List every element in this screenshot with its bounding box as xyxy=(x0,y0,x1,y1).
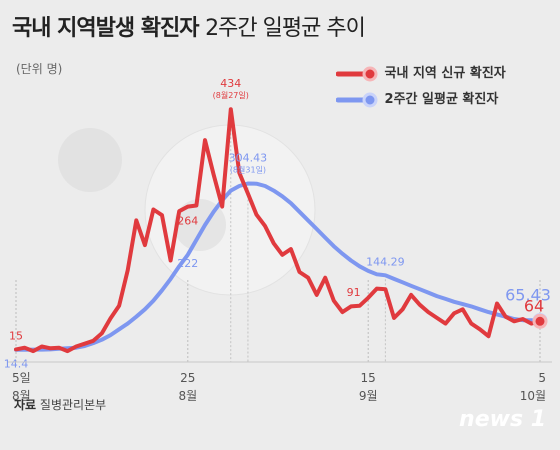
annotation-label-8: 65.43 xyxy=(505,285,551,304)
annotation-label-2: 434 xyxy=(220,77,241,90)
title-bold: 국내 지역발생 확진자 xyxy=(12,16,199,41)
annotation-label-9: 64 xyxy=(524,296,544,315)
x-tick-day-2: 15 xyxy=(361,371,376,385)
annotation-sublabel-2: (8월27일) xyxy=(213,90,249,100)
title-light: 2주간 일평균 추이 xyxy=(205,16,366,41)
annotation-label-3: 264 xyxy=(177,215,198,228)
unit-label: (단위 명) xyxy=(16,62,63,76)
x-tick-day-0: 5일 xyxy=(12,371,31,385)
annotation-label-1: 14.4 xyxy=(4,358,29,371)
annotation-label-5: 304.43 xyxy=(229,151,268,164)
virus-body-left xyxy=(58,128,122,192)
x-tick-month-2: 9월 xyxy=(359,389,378,403)
annotation-label-6: 144.29 xyxy=(366,255,405,268)
series-line-daily-cases xyxy=(14,107,542,354)
annotations: 15 14.4 434(8월27일) 264 222 304.43(8월31일) 144.2… xyxy=(4,77,551,371)
source-label: 자료 xyxy=(14,398,37,412)
legend-item-blue: 2주간 일평균 확진자 xyxy=(335,88,499,108)
annotation-label-7: 91 xyxy=(347,286,361,299)
news1-logo: news 1 xyxy=(459,407,546,432)
legend-label-blue: 2주간 일평균 확진자 xyxy=(384,92,499,107)
x-tick-month-1: 8월 xyxy=(178,389,197,403)
annotation-label-4: 222 xyxy=(177,257,198,270)
chart-title: 국내 지역발생 확진자 2주간 일평균 추이 xyxy=(12,10,366,42)
source-value: 질병관리본부 xyxy=(39,398,107,412)
x-tick-month-3: 10월 xyxy=(520,389,546,403)
x-tick-month-0: 8월 xyxy=(12,389,31,403)
x-tick-day-1: 25 xyxy=(180,371,195,385)
series-lines xyxy=(14,107,548,354)
source-credit: 자료 질병관리본부 xyxy=(14,396,106,413)
legend-item-red: 국내 지역 신규 확진자 xyxy=(335,62,506,82)
x-tick-day-3: 5 xyxy=(538,371,546,385)
legend-blue-marker xyxy=(335,92,378,107)
legend-label-red: 국내 지역 신규 확진자 xyxy=(384,66,506,81)
x-axis-ticks: 5일 8월 25 8월 15 9월 5 10월 xyxy=(12,371,546,403)
series-end-point-0 xyxy=(532,313,548,329)
series-line-two-week-average xyxy=(14,181,542,352)
annotation-sublabel-5: (8월31일) xyxy=(230,164,266,174)
legend-red-marker xyxy=(335,66,378,81)
annotation-label-0: 15 xyxy=(9,329,23,342)
